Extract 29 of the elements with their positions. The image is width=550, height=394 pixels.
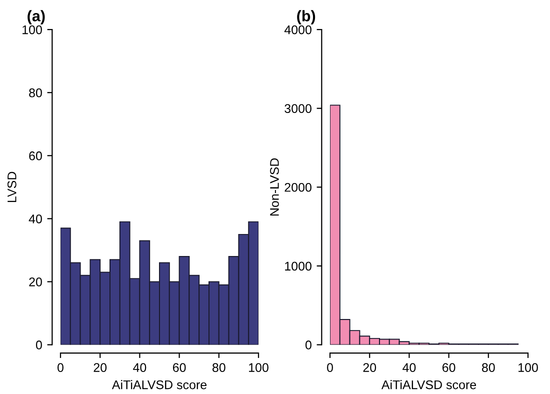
x-tick-label: 80 bbox=[482, 363, 495, 372]
y-tick-label: 20 bbox=[29, 278, 42, 286]
y-tick-label: 3000 bbox=[284, 104, 312, 113]
y-tick-label: 80 bbox=[29, 88, 42, 98]
x-tick-label: 20 bbox=[363, 363, 376, 372]
x-tick-label: 60 bbox=[442, 363, 456, 372]
y-tick-label: 2000 bbox=[284, 182, 312, 192]
x-axis-title: AiTiALVSD score bbox=[381, 380, 476, 390]
x-tick-label: 40 bbox=[402, 363, 416, 372]
x-tick-label: 100 bbox=[249, 363, 268, 372]
x-tick-label: 60 bbox=[172, 363, 186, 372]
x-tick-label: 80 bbox=[212, 363, 226, 372]
y-tick-label: 4000 bbox=[284, 25, 312, 34]
x-tick-label: 20 bbox=[94, 363, 107, 372]
y-tick-label: 60 bbox=[29, 151, 42, 160]
y-tick-label: 100 bbox=[22, 25, 42, 34]
x-tick-label: 0 bbox=[327, 363, 333, 372]
x-axis-title: AiTiALVSD score bbox=[112, 380, 207, 390]
y-tick-label: 40 bbox=[28, 214, 42, 224]
y-tick-label: 1000 bbox=[285, 262, 312, 271]
y-axis-title: LVSD bbox=[7, 172, 16, 202]
y-tick-label: 0 bbox=[305, 340, 312, 350]
y-axis-title: Non-LVSD bbox=[270, 158, 279, 216]
x-tick-label: 100 bbox=[518, 363, 538, 372]
y-tick-label: 0 bbox=[36, 340, 42, 350]
x-tick-label: 40 bbox=[133, 363, 146, 372]
chart-title: (a) bbox=[28, 10, 45, 24]
x-tick-label: 0 bbox=[58, 363, 64, 372]
chart-title: (b) bbox=[297, 10, 316, 24]
